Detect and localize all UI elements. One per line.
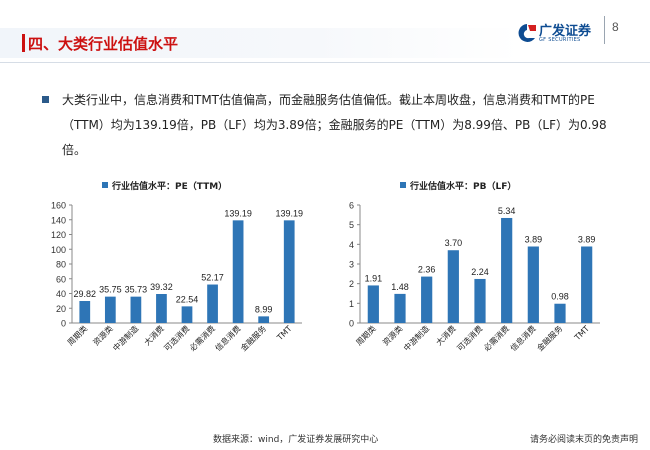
category-label: 中游制造 (401, 323, 431, 353)
y-tick-label: 140 (51, 215, 66, 225)
bar (258, 316, 270, 323)
y-tick-label: 120 (51, 230, 66, 240)
bar (156, 294, 167, 323)
company-logo: 广发证券 GF SECURITIES (517, 20, 597, 50)
legend-label: 行业估值水平：PB（LF） (409, 180, 516, 192)
category-label: 大消费 (142, 323, 166, 347)
y-tick-label: 60 (56, 274, 66, 284)
bar (181, 306, 193, 323)
category-label: 可选消费 (455, 323, 485, 353)
bar (394, 293, 406, 323)
bar-value-label: 139.19 (224, 208, 252, 218)
legend-swatch (400, 182, 406, 188)
page-number: 8 (612, 20, 619, 34)
chart-svg: 行业估值水平：PE（TTM） 0 20 40 60 80 100 120 140 160 29.82… (51, 180, 303, 353)
bar (581, 246, 593, 323)
logo-mark-icon (518, 24, 536, 42)
logo-divider (604, 16, 605, 44)
category-label: 必需消费 (187, 323, 217, 353)
y-tick-label: 4 (349, 240, 354, 250)
bar (130, 296, 142, 323)
category-label: 可选消费 (162, 323, 192, 353)
bar-value-label: 29.82 (74, 289, 97, 299)
category-label: TMT (572, 324, 591, 343)
bar-value-label: 22.54 (176, 294, 199, 304)
disclaimer: 请务必阅读末页的免责声明 (529, 435, 638, 445)
bar-value-label: 35.75 (99, 285, 122, 295)
summary-paragraph: 大类行业中，信息消费和TMT估值偏高，而金融服务估值偏低。截止本周收盘，信息消费… (62, 93, 607, 157)
bar (232, 220, 244, 323)
bar-value-label: 2.36 (418, 265, 436, 275)
category-label: 资源类 (380, 323, 404, 347)
logo-name-en: GF SECURITIES (539, 37, 581, 43)
bar-value-label: 2.24 (471, 267, 489, 277)
category-label: 周期类 (354, 323, 378, 347)
bar-value-label: 0.98 (551, 292, 569, 302)
pb-chart: 行业估值水平：PB（LF） 0 1 2 3 4 5 6 1.91 周期类 1.48 资源类 2.36 中游… (338, 175, 608, 420)
category-label: 大消费 (434, 323, 458, 347)
footer: 数据来源：wind，广发证券发展研究中心 请务必阅读末页的免责声明 (0, 432, 650, 448)
pe-chart: 行业估值水平：PE（TTM） 0 20 40 60 80 100 120 140 160 29.82… (40, 175, 310, 420)
y-tick-label: 5 (349, 220, 354, 230)
bar (104, 296, 116, 323)
bar-value-label: 1.48 (391, 282, 409, 292)
bar-value-label: 5.34 (498, 206, 516, 216)
y-tick-label: 100 (51, 245, 66, 255)
bar-value-label: 3.70 (445, 238, 463, 248)
bar (527, 246, 539, 323)
category-label: 必需消费 (481, 323, 511, 353)
bullet-square-icon (42, 96, 49, 103)
bar-value-label: 3.89 (578, 234, 596, 244)
y-tick-label: 1 (349, 299, 354, 309)
chart-legend: 行业估值水平：PB（LF） (400, 180, 516, 192)
category-label: 信息消费 (213, 323, 243, 353)
chart-svg: 行业估值水平：PB（LF） 0 1 2 3 4 5 6 1.91 周期类 1.48 资源类 2.36 中游… (349, 180, 600, 353)
logo-name-cn: 广发证券 (539, 24, 592, 39)
y-tick-label: 6 (349, 201, 354, 211)
y-tick-label: 80 (56, 260, 66, 270)
legend-swatch (102, 182, 108, 188)
category-label: 中游制造 (111, 323, 141, 353)
bar (447, 250, 459, 323)
bar (283, 220, 295, 323)
legend-label: 行业估值水平：PE（TTM） (111, 180, 227, 192)
bar (501, 217, 513, 323)
bar (554, 303, 566, 323)
y-tick-label: 0 (349, 319, 354, 329)
y-tick-label: 2 (349, 279, 354, 289)
header-band (0, 28, 520, 58)
bar (421, 276, 433, 323)
y-tick-label: 0 (61, 319, 66, 329)
bar (207, 284, 218, 323)
bar-value-label: 52.17 (201, 273, 224, 283)
category-label: 资源类 (91, 323, 115, 347)
header-accent-bar (22, 34, 25, 52)
category-label: 金融服务 (535, 323, 565, 353)
bar-value-label: 1.91 (365, 273, 383, 283)
bar (79, 301, 91, 323)
y-tick-label: 20 (56, 304, 66, 314)
bar-value-label: 3.89 (525, 234, 543, 244)
data-source: 数据来源：wind，广发证券发展研究中心 (213, 435, 379, 445)
section-header: 四、大类行业估值水平 (0, 28, 520, 58)
bar (367, 285, 379, 323)
bar-value-label: 8.99 (255, 304, 273, 314)
section-title: 四、大类行业估值水平 (28, 35, 179, 53)
category-label: TMT (275, 324, 294, 343)
bar (474, 278, 486, 323)
chart-legend: 行业估值水平：PE（TTM） (102, 180, 227, 192)
bar-value-label: 39.32 (150, 282, 173, 292)
y-tick-label: 3 (349, 260, 354, 270)
y-tick-label: 40 (56, 289, 66, 299)
y-tick-label: 160 (51, 201, 66, 211)
category-label: 周期类 (65, 323, 89, 347)
bar-value-label: 35.73 (125, 285, 148, 295)
category-label: 金融服务 (238, 323, 268, 353)
bar-value-label: 139.19 (275, 208, 303, 218)
category-label: 信息消费 (508, 323, 538, 353)
header-divider (0, 62, 650, 63)
